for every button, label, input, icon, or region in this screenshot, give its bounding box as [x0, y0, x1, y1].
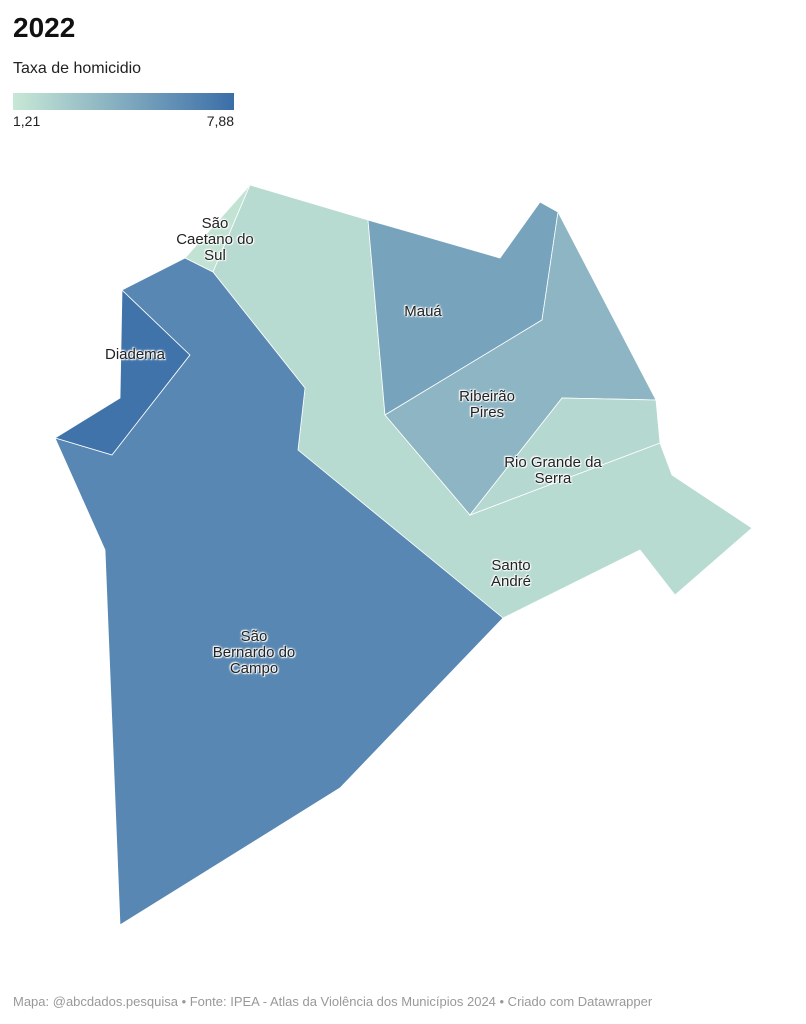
region-label: São Caetano do Sul [176, 215, 254, 264]
region-label: Mauá [404, 303, 442, 320]
region-label: São Bernardo do Campo [212, 628, 296, 677]
legend-max: 7,88 [206, 113, 234, 129]
region-label: Ribeirão Pires [459, 388, 515, 421]
legend-gradient [13, 93, 234, 110]
region-label: Diadema [104, 346, 166, 363]
legend-min: 1,21 [13, 113, 41, 129]
region [54, 257, 504, 926]
footer: Mapa: @abcdados.pesquisa • Fonte: IPEA -… [13, 994, 653, 1009]
region-label: Rio Grande da Serra [504, 454, 602, 487]
legend-title: Taxa de homicidio [13, 60, 142, 77]
region [468, 397, 661, 516]
map [54, 184, 753, 926]
region-label: Santo André [490, 557, 532, 590]
title: 2022 [13, 12, 76, 43]
